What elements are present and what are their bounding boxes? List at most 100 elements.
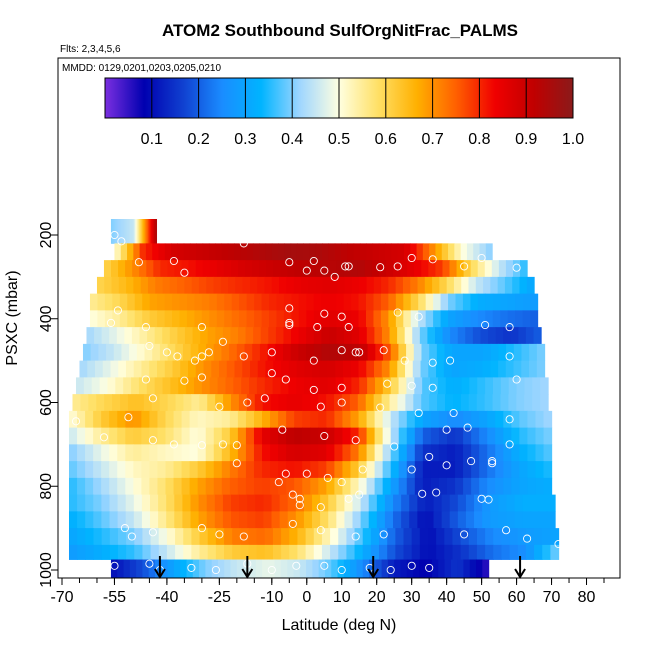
heatmap-cell	[177, 276, 185, 295]
sample-point	[341, 262, 350, 271]
sample-point	[505, 415, 514, 424]
heatmap-cell	[520, 260, 528, 278]
heatmap-cell	[487, 410, 496, 429]
heatmap-cell	[297, 544, 307, 560]
heatmap-cell	[452, 544, 462, 560]
heatmap-cell	[440, 310, 449, 328]
heatmap-cell	[305, 528, 315, 546]
heatmap-cell	[255, 511, 265, 529]
heatmap-cell	[104, 394, 113, 412]
heatmap-cell	[326, 427, 335, 445]
heatmap-cell	[141, 410, 151, 429]
heatmap-cell	[455, 477, 464, 496]
heatmap-cell	[109, 461, 118, 479]
heatmap-cell	[503, 477, 512, 496]
heatmap-cell	[114, 243, 122, 261]
heatmap-cell	[509, 528, 519, 546]
heatmap-cell	[164, 243, 172, 261]
heatmap-cell	[189, 427, 199, 445]
heatmap-cell	[184, 327, 194, 345]
heatmap-cell	[460, 394, 470, 412]
heatmap-cell	[162, 327, 171, 345]
heatmap-cell	[406, 477, 416, 496]
heatmap-cell	[264, 377, 274, 395]
heatmap-cell	[366, 461, 376, 479]
heatmap-cell	[507, 310, 516, 328]
heatmap-cell	[85, 528, 95, 546]
heatmap-cell	[194, 377, 203, 395]
heatmap-cell	[271, 511, 281, 529]
heatmap-cell	[131, 219, 133, 244]
heatmap-cell	[109, 544, 119, 560]
heatmap-cell	[375, 343, 384, 362]
heatmap-cell	[351, 377, 360, 395]
heatmap-cell	[134, 544, 144, 560]
heatmap-cell	[390, 477, 400, 496]
heatmap-cell	[252, 243, 260, 261]
heatmap-cell	[133, 410, 142, 429]
x-axis-label: Latitude (deg N)	[282, 617, 397, 634]
heatmap-cell	[362, 544, 372, 560]
heatmap-cell	[291, 327, 300, 345]
heatmap-cell	[395, 528, 405, 546]
heatmap-cell	[446, 427, 456, 445]
heatmap-cell	[152, 243, 160, 261]
heatmap-cell	[445, 394, 454, 412]
sample-point	[218, 440, 227, 449]
heatmap-cell	[444, 544, 454, 560]
heatmap-cell	[173, 559, 181, 578]
heatmap-cell	[173, 427, 183, 445]
heatmap-cell	[296, 243, 304, 261]
heatmap-cell	[239, 494, 248, 512]
heatmap-cell	[167, 394, 177, 412]
heatmap-cell	[534, 544, 543, 560]
heatmap-cell	[476, 544, 486, 560]
heatmap-cell	[479, 444, 488, 462]
heatmap-cell	[418, 293, 427, 311]
sample-point	[414, 312, 423, 321]
heatmap-cell	[450, 559, 458, 578]
heatmap-cell	[146, 219, 148, 244]
heatmap-cell	[471, 477, 480, 496]
sample-point	[281, 469, 290, 478]
heatmap-cell	[304, 377, 313, 395]
heatmap-cell	[403, 310, 412, 328]
heatmap-cell	[507, 293, 516, 311]
heatmap-cell	[303, 243, 311, 261]
heatmap-cell	[117, 494, 127, 512]
heatmap-cell	[245, 410, 255, 429]
heatmap-cell	[527, 461, 537, 479]
sample-point	[320, 266, 329, 275]
heatmap-cell	[213, 444, 223, 462]
heatmap-cell	[123, 377, 132, 395]
heatmap-cell	[421, 343, 430, 362]
heatmap-cell	[347, 243, 355, 261]
heatmap-cell	[465, 327, 474, 345]
sample-point	[309, 385, 318, 394]
heatmap-cell	[425, 494, 435, 512]
heatmap-cell	[438, 477, 448, 496]
heatmap-cell	[68, 511, 78, 529]
sample-point	[288, 490, 297, 499]
heatmap-cell	[390, 377, 400, 395]
heatmap-cell	[259, 260, 267, 278]
heatmap-cell	[521, 360, 530, 378]
heatmap-cell	[337, 559, 345, 578]
heatmap-cell	[125, 444, 134, 462]
heatmap-cell	[475, 276, 484, 295]
heatmap-cell	[262, 444, 271, 462]
heatmap-cell	[213, 410, 223, 429]
heatmap-cell	[215, 327, 224, 345]
heatmap-cell	[482, 494, 491, 512]
sample-point	[320, 561, 329, 570]
heatmap-cell	[302, 477, 311, 496]
heatmap-cell	[366, 360, 375, 378]
heatmap-cell	[157, 410, 167, 429]
sample-point	[379, 530, 388, 539]
heatmap-cell	[303, 511, 313, 529]
heatmap-cell	[336, 260, 345, 278]
heatmap-cell	[529, 360, 538, 378]
heatmap-cell	[336, 343, 346, 362]
heatmap-cell	[231, 511, 240, 529]
sample-point	[358, 465, 367, 474]
